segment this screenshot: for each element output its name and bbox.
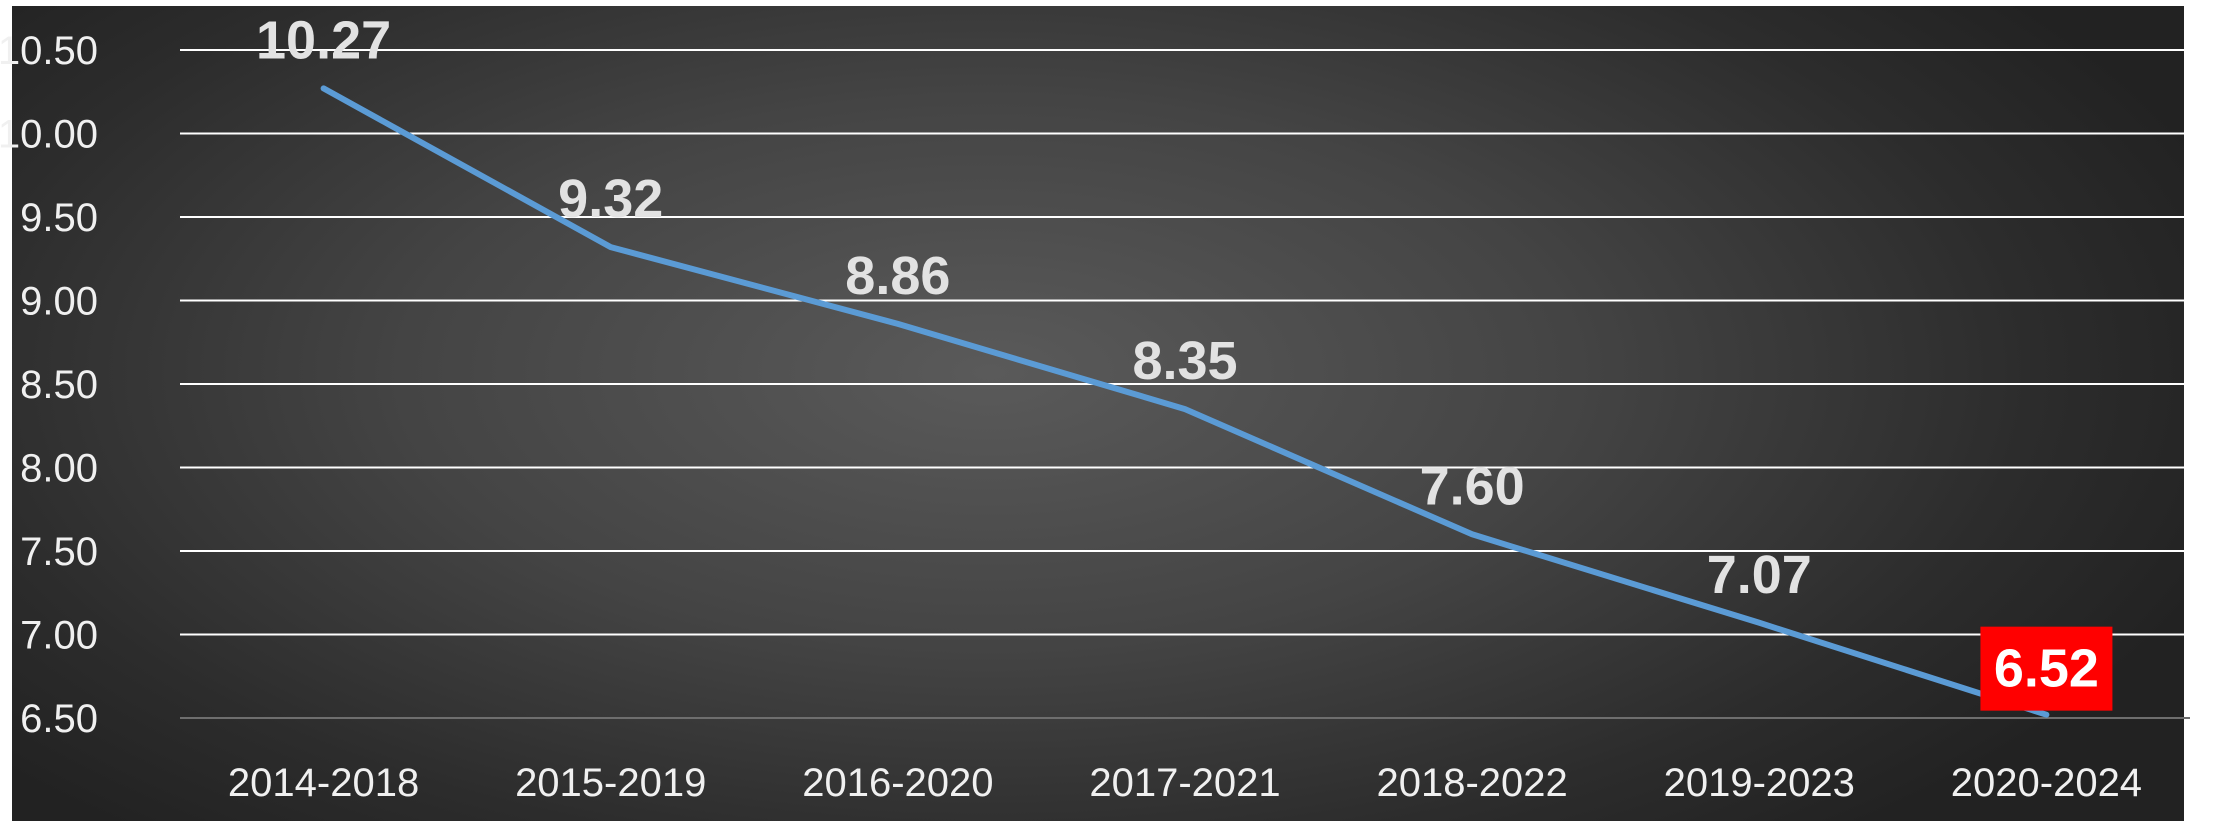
data-label: 7.07 bbox=[1707, 545, 1812, 605]
data-label: 7.60 bbox=[1420, 456, 1525, 516]
data-label: 8.35 bbox=[1132, 331, 1237, 391]
y-tick-label: 9.00 bbox=[20, 280, 98, 324]
y-tick-label: 8.50 bbox=[20, 363, 98, 407]
y-tick-label: 6.50 bbox=[20, 697, 98, 741]
x-tick-label: 2016-2020 bbox=[802, 761, 993, 805]
y-tick-label: 8.00 bbox=[20, 447, 98, 491]
x-tick-label: 2020-2024 bbox=[1951, 761, 2142, 805]
data-label: 9.32 bbox=[558, 169, 663, 229]
y-tick-label: 10.50 bbox=[0, 29, 98, 73]
y-tick-label: 10.00 bbox=[0, 113, 98, 157]
y-tick-label: 9.50 bbox=[20, 196, 98, 240]
x-tick-label: 2018-2022 bbox=[1376, 761, 1567, 805]
x-tick-label: 2015-2019 bbox=[515, 761, 706, 805]
y-tick-label: 7.00 bbox=[20, 614, 98, 658]
x-tick-label: 2014-2018 bbox=[228, 761, 419, 805]
x-tick-label: 2019-2023 bbox=[1664, 761, 1855, 805]
data-label: 8.86 bbox=[845, 246, 950, 306]
chart-area bbox=[12, 6, 2184, 821]
data-label: 10.27 bbox=[256, 10, 391, 70]
data-label: 6.52 bbox=[1994, 639, 2099, 699]
highlight-box bbox=[1980, 626, 2113, 711]
y-tick-label: 7.50 bbox=[20, 530, 98, 574]
x-tick-label: 2017-2021 bbox=[1089, 761, 1280, 805]
series-line bbox=[320, 85, 2050, 718]
